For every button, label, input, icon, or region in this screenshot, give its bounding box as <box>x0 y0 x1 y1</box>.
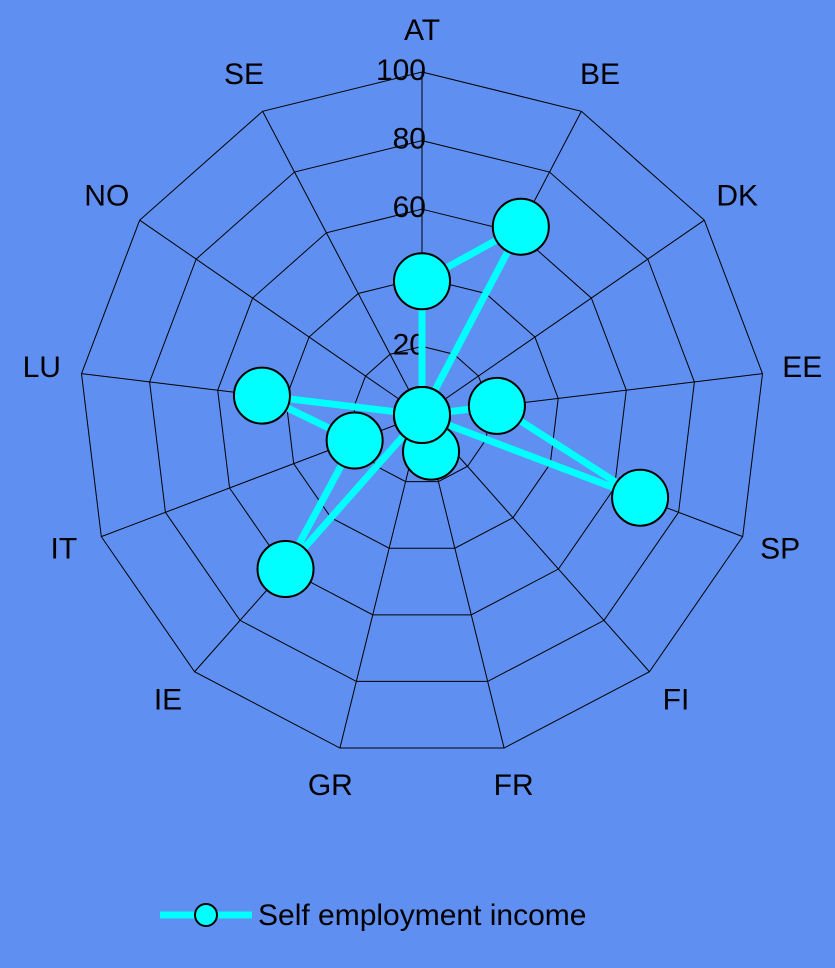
grid-ring <box>149 140 695 682</box>
category-label: EE <box>782 351 822 384</box>
marker <box>467 376 526 435</box>
category-label: FR <box>494 769 534 802</box>
grid-ring <box>353 345 491 483</box>
marker <box>325 411 384 470</box>
series-line <box>258 223 644 573</box>
legend-label: Self employment income <box>258 899 586 932</box>
marker <box>611 468 670 527</box>
category-label: NO <box>84 179 129 212</box>
r-tick-label: 60 <box>393 191 426 224</box>
spoke <box>339 414 423 749</box>
category-label: GR <box>308 769 353 802</box>
category-label: BE <box>580 58 620 91</box>
r-tick-label: 80 <box>393 123 426 156</box>
marker <box>393 252 451 311</box>
category-label: IE <box>154 684 182 717</box>
spoke <box>421 414 650 673</box>
grid-ring <box>80 71 764 749</box>
category-label: SE <box>224 58 264 91</box>
grid-ring <box>285 277 559 549</box>
category-label: DK <box>716 179 758 212</box>
category-label: LU <box>23 351 61 384</box>
category-label: FI <box>663 684 690 717</box>
category-label: SP <box>760 533 800 566</box>
grid-ring <box>217 208 627 616</box>
category-label: AT <box>404 14 440 47</box>
spoke <box>139 219 423 416</box>
marker <box>393 386 451 444</box>
marker <box>256 540 315 599</box>
marker <box>491 197 550 256</box>
r-tick-label: 100 <box>376 54 426 87</box>
spoke <box>421 219 705 416</box>
spoke <box>262 111 423 416</box>
marker <box>232 366 291 425</box>
legend-marker <box>194 903 218 927</box>
category-label: IT <box>51 533 78 566</box>
